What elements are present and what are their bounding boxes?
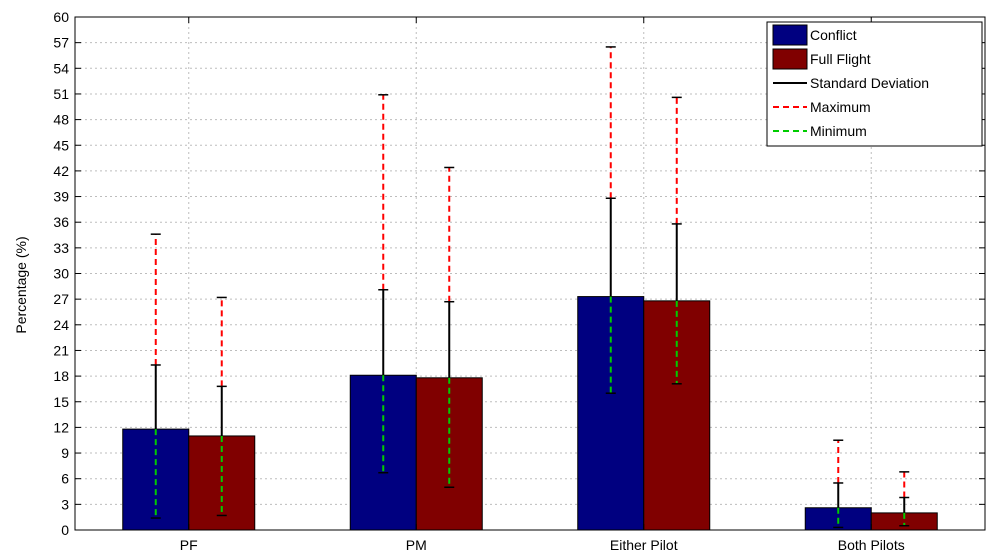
y-axis-title: Percentage (%) [13,236,29,333]
x-tick-label: Both Pilots [838,537,905,553]
y-tick-label: 15 [53,394,69,410]
error-bars [150,46,910,529]
axes [74,16,986,531]
legend: Conflict Full Flight Standard Deviation Max… [766,21,983,147]
y-tick-label: 6 [61,471,69,487]
y-tick-label: 0 [61,522,69,538]
y-tick-label: 9 [61,445,69,461]
y-tick-label: 48 [53,112,69,128]
y-tick-label: 18 [53,368,69,384]
legend-label: Standard Deviation [810,75,929,91]
x-tick-label: PF [180,537,198,553]
y-tick-label: 39 [53,189,69,205]
legend-label: Minimum [810,123,867,139]
x-tick-label: PM [406,537,427,553]
y-tick-label: 60 [53,9,69,25]
y-tick-label: 54 [53,60,69,76]
x-tick-label: Either Pilot [610,537,678,553]
legend-swatch [772,24,808,46]
y-tick-label: 51 [53,86,69,102]
legend-label: Full Flight [810,51,871,67]
y-tick-label: 42 [53,163,69,179]
y-tick-label: 21 [53,342,69,358]
y-tick-label: 30 [53,266,69,282]
y-tick-label: 27 [53,291,69,307]
y-tick-label: 12 [53,419,69,435]
legend-label: Conflict [810,27,857,43]
y-tick-label: 24 [53,317,69,333]
y-tick-label: 36 [53,214,69,230]
y-tick-label: 33 [53,240,69,256]
gridlines [75,17,985,530]
legend-swatch [772,48,808,70]
tick-labels: 03691215182124273033363942454851545760PF… [53,9,904,553]
y-tick-label: 45 [53,137,69,153]
bars [122,296,938,531]
y-tick-label: 3 [61,496,69,512]
y-tick-label: 57 [53,35,69,51]
legend-label: Maximum [810,99,871,115]
